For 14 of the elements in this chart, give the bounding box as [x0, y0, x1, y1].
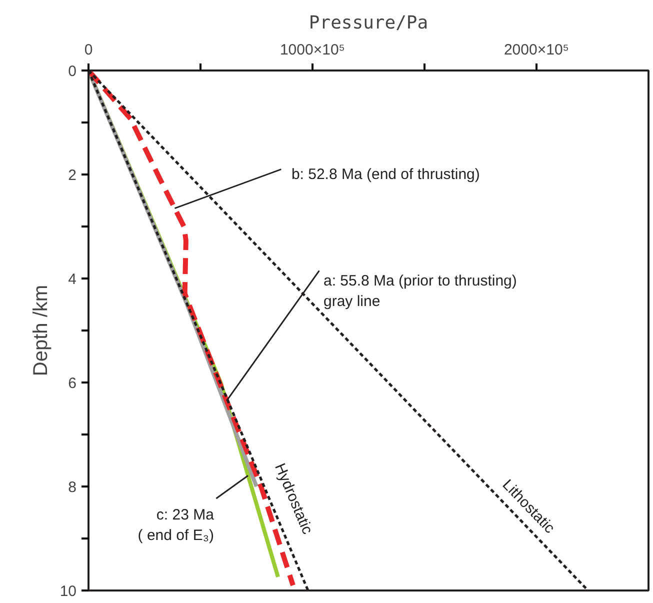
- y-tick-label: 6: [68, 375, 76, 392]
- x-tick-label: 0: [84, 42, 93, 58]
- y-tick-label: 10: [60, 583, 77, 600]
- x-axis-title: Pressure/Pa: [308, 12, 428, 34]
- y-tick-label: 0: [68, 63, 76, 80]
- y-tick-label: 2: [68, 167, 76, 184]
- y-tick-label: 8: [68, 479, 76, 496]
- y-tick-label: 4: [68, 271, 76, 288]
- annotation: c: 23 Ma ( end of E₃): [138, 506, 215, 544]
- annotation: b: 52.8 Ma (end of thrusting): [291, 166, 480, 183]
- y-axis-title: Depth /km: [30, 284, 52, 376]
- x-tick-label: 2000×10⁵: [504, 42, 570, 58]
- annotation: a: 55.8 Ma (prior to thrusting) gray line: [323, 272, 517, 310]
- x-tick-label: 1000×10⁵: [280, 42, 346, 58]
